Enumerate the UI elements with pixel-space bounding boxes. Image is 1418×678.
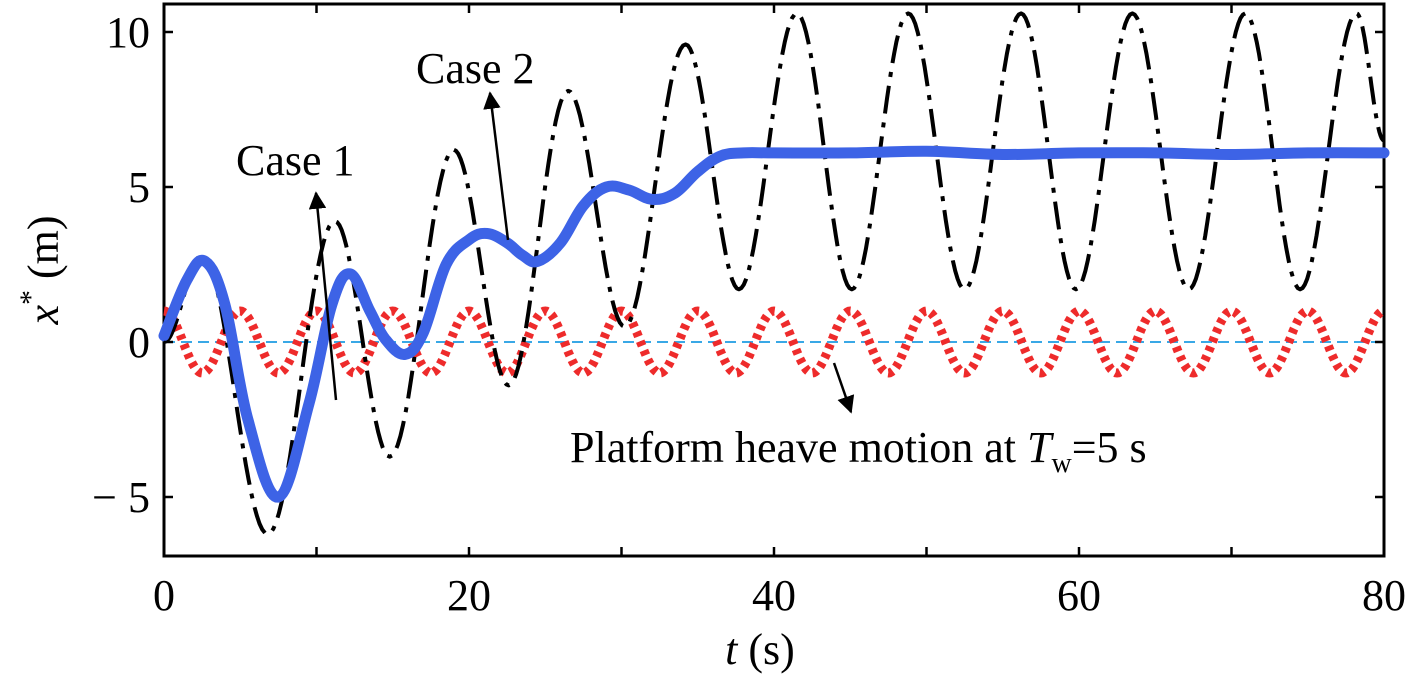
case2-label: Case 2 [416,44,535,93]
y-tick-label: 10 [106,8,150,57]
case1-arrow [308,191,338,401]
case2-arrow [483,91,510,241]
x-tick-label: 40 [752,571,796,620]
heave-arrow [832,362,855,414]
x-tick-label: 20 [447,571,491,620]
heave-series-layer [163,306,1385,378]
heave-series-line [163,306,1385,378]
x-axis-label: t (s) [725,625,795,674]
y-tick-label: 0 [128,318,150,367]
case1-series-line [158,145,1390,503]
case2-series-layer [163,11,1385,537]
x-tick-label: 0 [153,571,175,620]
case1-label: Case 1 [236,136,355,185]
x-tick-label: 80 [1362,571,1406,620]
x-tick-label: 60 [1057,571,1101,620]
y-tick-label: − 5 [92,473,150,522]
y-axis-label: x* (m) [14,215,68,325]
heave-label: Platform heave motion at Tw=5 s [570,423,1147,479]
y-tick-label: 5 [128,163,150,212]
case2-series-line [163,11,1385,537]
case1-series-layer [158,145,1390,503]
